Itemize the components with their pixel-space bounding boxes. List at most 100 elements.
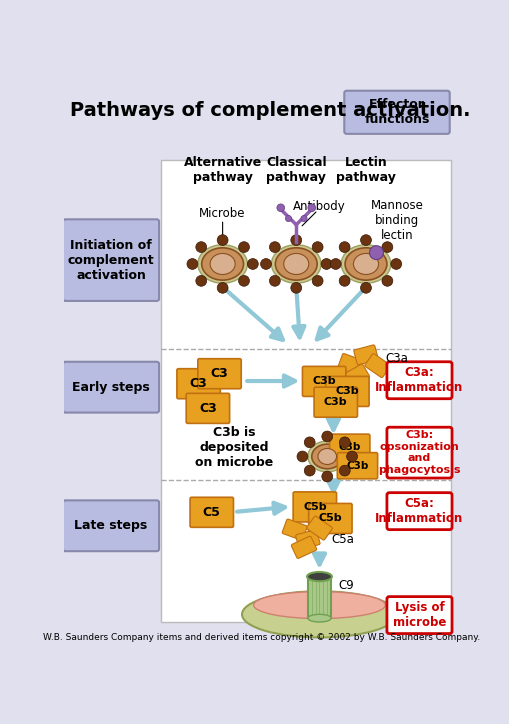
FancyBboxPatch shape: [353, 345, 378, 365]
Circle shape: [276, 204, 284, 211]
FancyBboxPatch shape: [306, 516, 332, 540]
Circle shape: [360, 282, 371, 293]
Text: C9: C9: [338, 579, 354, 592]
Circle shape: [269, 242, 280, 253]
Ellipse shape: [311, 444, 342, 469]
FancyBboxPatch shape: [308, 503, 351, 534]
Text: C3: C3: [210, 367, 228, 380]
FancyBboxPatch shape: [344, 90, 449, 134]
FancyBboxPatch shape: [364, 353, 390, 378]
Circle shape: [338, 437, 350, 447]
FancyBboxPatch shape: [329, 434, 369, 460]
Ellipse shape: [307, 573, 330, 581]
Circle shape: [247, 258, 258, 269]
Circle shape: [187, 258, 197, 269]
FancyBboxPatch shape: [293, 492, 336, 522]
Text: Alternative
pathway: Alternative pathway: [183, 156, 261, 184]
FancyBboxPatch shape: [314, 387, 357, 417]
Circle shape: [238, 275, 249, 286]
Ellipse shape: [201, 248, 243, 280]
Circle shape: [381, 242, 392, 253]
Text: C5b: C5b: [318, 513, 342, 523]
Circle shape: [260, 258, 271, 269]
Text: Classical
pathway: Classical pathway: [265, 156, 326, 184]
Text: C3b: C3b: [323, 397, 347, 407]
FancyBboxPatch shape: [343, 364, 369, 387]
Circle shape: [346, 451, 357, 462]
FancyBboxPatch shape: [63, 219, 159, 301]
Ellipse shape: [353, 253, 378, 274]
Text: C3b: C3b: [346, 460, 368, 471]
Text: W.B. Saunders Company items and derived items copyright © 2002 by W.B. Saunders : W.B. Saunders Company items and derived …: [43, 633, 479, 642]
Circle shape: [338, 466, 350, 476]
Text: Microbe: Microbe: [199, 208, 245, 220]
Circle shape: [307, 204, 315, 211]
Text: C3b: C3b: [312, 376, 335, 387]
Bar: [160, 160, 450, 622]
FancyBboxPatch shape: [177, 369, 220, 399]
Text: C3b: C3b: [338, 442, 360, 452]
Ellipse shape: [341, 245, 390, 283]
Ellipse shape: [307, 441, 346, 472]
Text: Mannose
binding
lectin: Mannose binding lectin: [370, 198, 422, 242]
Text: Early steps: Early steps: [72, 381, 150, 394]
Ellipse shape: [307, 615, 330, 622]
Ellipse shape: [283, 253, 308, 274]
Text: C3: C3: [199, 402, 216, 415]
Circle shape: [304, 466, 315, 476]
Text: Antibody: Antibody: [293, 200, 345, 213]
Circle shape: [195, 242, 206, 253]
FancyBboxPatch shape: [190, 497, 233, 527]
Circle shape: [238, 242, 249, 253]
Ellipse shape: [242, 592, 396, 637]
Ellipse shape: [210, 253, 235, 274]
Circle shape: [217, 282, 228, 293]
Circle shape: [338, 242, 349, 253]
FancyBboxPatch shape: [63, 362, 159, 413]
Text: Effector
functions: Effector functions: [363, 98, 429, 126]
FancyBboxPatch shape: [63, 500, 159, 551]
Bar: [307, 576, 330, 618]
Circle shape: [321, 471, 332, 482]
FancyBboxPatch shape: [386, 597, 451, 634]
Circle shape: [290, 235, 301, 245]
Circle shape: [296, 451, 307, 462]
Text: C5: C5: [203, 506, 220, 519]
Circle shape: [269, 275, 280, 286]
FancyBboxPatch shape: [386, 492, 451, 530]
Circle shape: [338, 275, 349, 286]
Circle shape: [390, 258, 401, 269]
Circle shape: [369, 245, 383, 260]
Text: Pathways of complement activation.: Pathways of complement activation.: [70, 101, 469, 119]
Text: C3b is
deposited
on microbe: C3b is deposited on microbe: [195, 426, 273, 468]
FancyBboxPatch shape: [325, 376, 369, 406]
Circle shape: [290, 282, 301, 293]
Ellipse shape: [317, 448, 336, 465]
FancyBboxPatch shape: [291, 536, 316, 558]
Text: Late steps: Late steps: [74, 519, 148, 532]
FancyBboxPatch shape: [281, 519, 306, 540]
Ellipse shape: [253, 592, 385, 618]
Circle shape: [312, 242, 322, 253]
Circle shape: [217, 235, 228, 245]
Text: C3b:
opsonization
and
phagocytosis: C3b: opsonization and phagocytosis: [378, 430, 460, 475]
Ellipse shape: [271, 245, 321, 283]
FancyBboxPatch shape: [302, 366, 345, 397]
Circle shape: [381, 275, 392, 286]
FancyBboxPatch shape: [295, 530, 320, 550]
Text: C3: C3: [189, 377, 207, 390]
Circle shape: [321, 431, 332, 442]
FancyBboxPatch shape: [386, 362, 451, 399]
Circle shape: [321, 258, 331, 269]
Ellipse shape: [197, 245, 247, 283]
Text: C3a:
Inflammation: C3a: Inflammation: [375, 366, 463, 395]
Text: Lysis of
microbe: Lysis of microbe: [392, 601, 445, 629]
Text: Lectin
pathway: Lectin pathway: [335, 156, 395, 184]
Text: C3a: C3a: [385, 352, 407, 365]
Text: C5a:
Inflammation: C5a: Inflammation: [375, 497, 463, 525]
FancyBboxPatch shape: [186, 393, 229, 424]
Text: C5b: C5b: [302, 502, 326, 512]
Circle shape: [300, 216, 306, 222]
Circle shape: [330, 258, 341, 269]
Circle shape: [312, 275, 322, 286]
